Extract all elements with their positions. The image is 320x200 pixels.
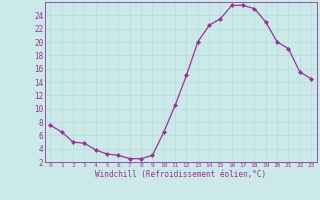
X-axis label: Windchill (Refroidissement éolien,°C): Windchill (Refroidissement éolien,°C)	[95, 170, 266, 179]
